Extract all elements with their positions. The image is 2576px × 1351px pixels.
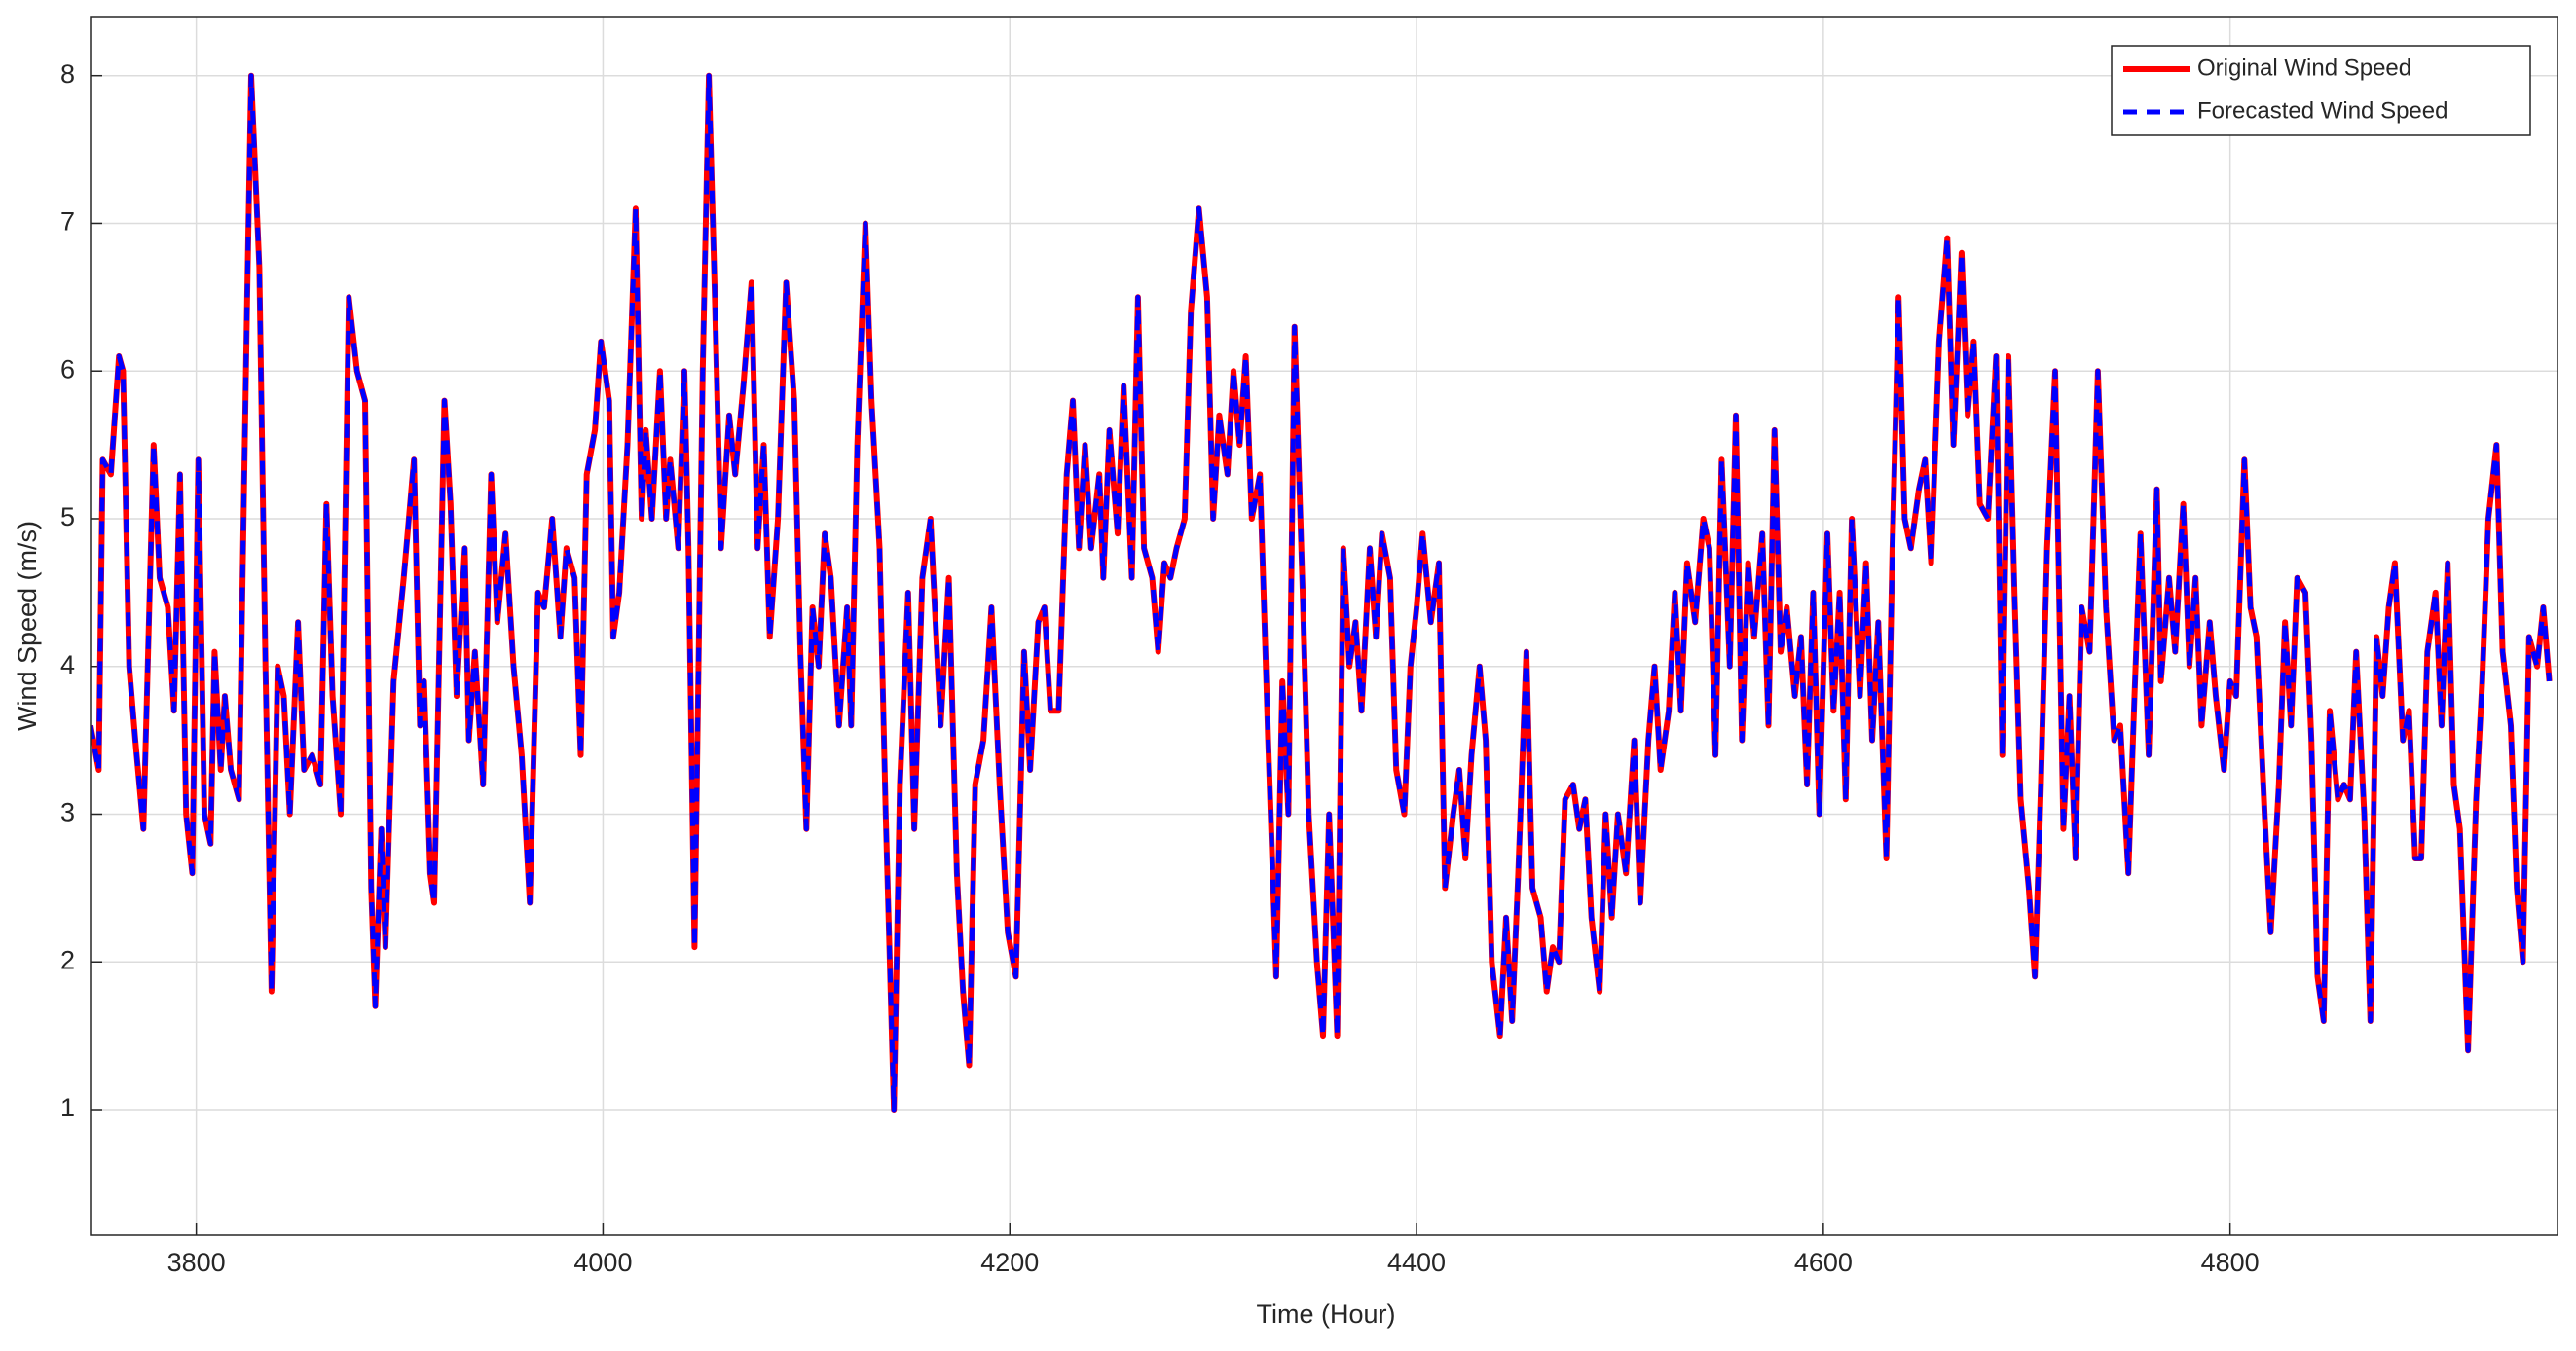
x-tick-label: 4800 xyxy=(2201,1248,2260,1277)
plot-frame xyxy=(90,16,2558,1236)
legend-box xyxy=(2111,45,2531,136)
y-tick-label: 3 xyxy=(60,798,75,827)
y-tick-label: 6 xyxy=(60,354,75,383)
legend-label: Original Wind Speed xyxy=(2197,55,2411,81)
x-tick-label: 4600 xyxy=(1794,1248,1853,1277)
legend-label: Forecasted Wind Speed xyxy=(2197,97,2447,124)
x-tick-label: 3800 xyxy=(167,1248,226,1277)
y-tick-label: 8 xyxy=(60,59,75,89)
y-tick-label: 7 xyxy=(60,207,75,237)
x-tick-label: 4000 xyxy=(573,1248,632,1277)
y-tick-label: 2 xyxy=(60,945,75,974)
x-tick-label: 4200 xyxy=(980,1248,1039,1277)
y-tick-label: 4 xyxy=(60,650,75,679)
y-axis-label: Wind Speed (m/s) xyxy=(13,521,42,731)
y-tick-label: 5 xyxy=(60,502,75,531)
x-axis-label: Time (Hour) xyxy=(1256,1299,1395,1329)
x-tick-label: 4400 xyxy=(1387,1248,1446,1277)
series-line xyxy=(91,73,2553,1113)
y-tick-label: 1 xyxy=(60,1093,75,1122)
